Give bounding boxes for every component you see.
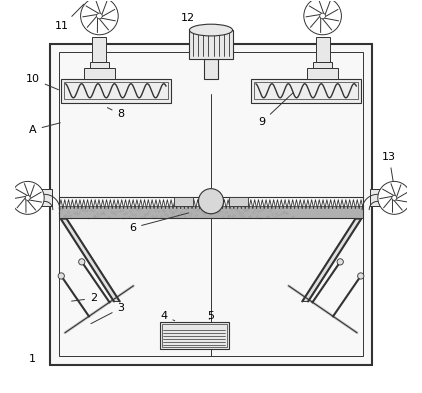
Bar — [59, 196, 363, 218]
Circle shape — [58, 273, 65, 279]
Ellipse shape — [189, 24, 233, 36]
Bar — [316, 37, 330, 62]
Circle shape — [392, 195, 397, 200]
Bar — [174, 196, 193, 206]
Text: 8: 8 — [107, 108, 124, 119]
Circle shape — [198, 189, 224, 214]
Text: 7: 7 — [25, 184, 32, 194]
Bar — [61, 79, 170, 103]
Bar — [162, 324, 227, 347]
Circle shape — [78, 259, 85, 265]
Bar — [160, 322, 229, 349]
Circle shape — [97, 13, 102, 19]
Text: 14: 14 — [382, 191, 397, 209]
Bar — [59, 52, 363, 356]
Bar — [204, 59, 218, 79]
Circle shape — [25, 195, 30, 200]
Text: 1: 1 — [29, 354, 36, 364]
Bar — [254, 82, 358, 99]
Text: 10: 10 — [26, 74, 59, 90]
Circle shape — [81, 0, 118, 35]
Bar — [307, 68, 338, 79]
Circle shape — [378, 182, 411, 214]
Circle shape — [337, 259, 344, 265]
Text: A: A — [29, 123, 60, 135]
Text: 4: 4 — [160, 311, 175, 321]
Circle shape — [304, 0, 341, 35]
Bar — [229, 196, 248, 206]
Text: 5: 5 — [208, 311, 214, 321]
Circle shape — [11, 182, 44, 214]
Bar — [51, 44, 371, 365]
Text: 9: 9 — [258, 93, 293, 127]
Circle shape — [320, 13, 325, 19]
Bar — [35, 189, 52, 206]
Text: 13: 13 — [382, 152, 396, 185]
Bar — [189, 30, 233, 59]
Text: 2: 2 — [72, 293, 97, 303]
Bar — [370, 189, 387, 206]
Bar — [92, 37, 106, 62]
Bar — [89, 62, 109, 68]
Bar — [313, 62, 333, 68]
Text: 11: 11 — [55, 4, 84, 31]
Bar — [252, 79, 361, 103]
Polygon shape — [302, 219, 361, 301]
Bar — [64, 82, 168, 99]
Circle shape — [357, 273, 364, 279]
Text: 6: 6 — [129, 213, 189, 233]
Polygon shape — [61, 219, 120, 301]
Text: 3: 3 — [91, 303, 124, 324]
Bar — [84, 68, 115, 79]
Text: 12: 12 — [181, 13, 201, 32]
Bar — [59, 206, 363, 218]
